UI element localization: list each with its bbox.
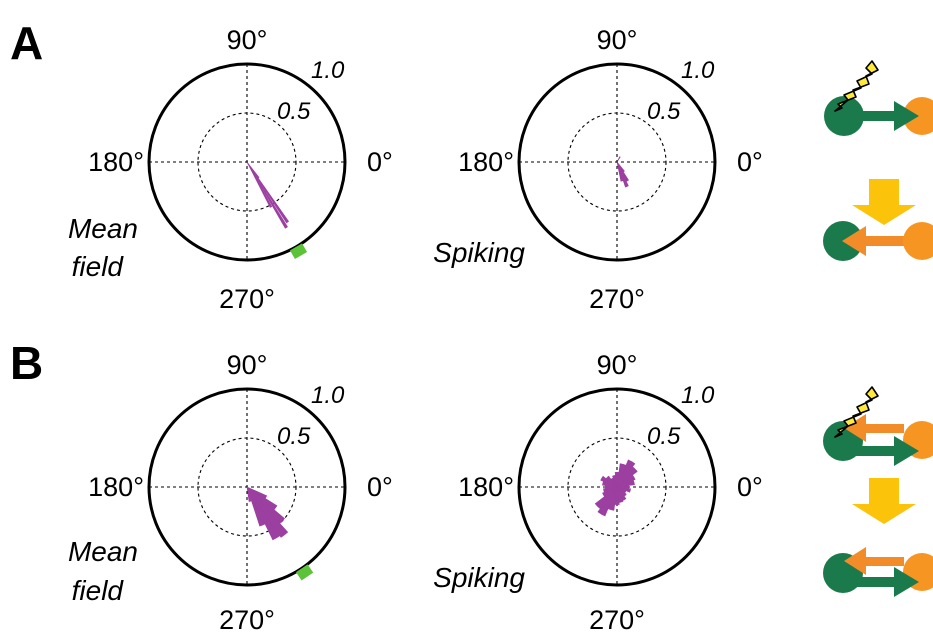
- schematic-b-step-2: [823, 547, 933, 597]
- schematic-b-step-1: [823, 386, 933, 466]
- ring-label-outer: 1.0: [311, 57, 345, 84]
- angle-label-0: 0°: [737, 147, 763, 177]
- rose-bin-17: [607, 486, 618, 511]
- angle-label-0: 0°: [737, 472, 763, 502]
- schematic-a-step-2: [823, 221, 933, 261]
- angle-label-270: 270°: [219, 284, 275, 314]
- rose-bin-16: [597, 486, 618, 517]
- arrow-head-right: [894, 436, 919, 466]
- rose-histogram: [246, 486, 289, 541]
- rose-histogram: [246, 161, 290, 229]
- caption-line-1: Mean: [68, 536, 138, 567]
- transition-arrow-down-icon: [852, 478, 916, 524]
- arrow-shaft-left: [862, 236, 904, 246]
- green-neuron: [824, 96, 864, 136]
- rose-bin-11: [602, 480, 618, 488]
- panel-letter-a: A: [10, 17, 44, 69]
- caption-line-1: Spiking: [433, 237, 525, 268]
- angle-label-270: 270°: [589, 284, 645, 314]
- angle-label-270: 270°: [219, 605, 275, 635]
- polar-plot-b-spiking: 90° 180° 0° 270° 1.0 0.5 Spiking: [433, 350, 763, 635]
- angle-label-180: 180°: [88, 472, 144, 502]
- rose-bin-4: [616, 161, 625, 173]
- ring-label-inner: 0.5: [647, 423, 681, 450]
- panel-letter-b: B: [10, 337, 44, 389]
- schematic-a-step-1: [824, 60, 933, 136]
- schematic-b: [823, 386, 933, 597]
- polar-plot-a-spiking: 90° 180° 0° 270° 1.0 0.5 Spiking: [433, 25, 763, 314]
- angle-label-180: 180°: [88, 147, 144, 177]
- rose-bin-4: [246, 486, 285, 524]
- rose-bin-4: [246, 161, 260, 179]
- arrow-head-left: [844, 547, 866, 575]
- caption-line-2: field: [72, 251, 125, 282]
- rose-bin-5: [246, 486, 278, 511]
- lightning-bolt-icon: [834, 386, 879, 438]
- caption-line-1: Mean: [68, 213, 138, 244]
- preferred-phase-marker: [289, 243, 308, 260]
- ring-label-inner: 0.5: [277, 98, 311, 125]
- angle-label-180: 180°: [458, 472, 514, 502]
- angle-label-0: 0°: [367, 472, 393, 502]
- rose-bin-0: [616, 156, 621, 163]
- preferred-phase-marker: [296, 564, 314, 581]
- schematic-a: [823, 60, 933, 261]
- caption-line-2: field: [72, 575, 125, 606]
- angle-label-90: 90°: [597, 25, 638, 55]
- ring-label-outer: 1.0: [681, 382, 715, 409]
- arrow-head-right: [894, 101, 919, 131]
- rose-bin-23: [616, 486, 631, 493]
- lightning-bolt-icon: [834, 60, 879, 112]
- rose-bin-21: [616, 486, 627, 497]
- arrow-shaft-right: [848, 111, 896, 121]
- arrow-head-left: [844, 414, 866, 442]
- arrow-shaft-left: [862, 424, 904, 433]
- caption-line-1: Spiking: [433, 562, 525, 593]
- ring-label-inner: 0.5: [277, 423, 311, 450]
- rose-bin-10: [600, 475, 618, 488]
- rose-bin-2: [246, 161, 288, 229]
- rose-bin-4: [616, 459, 636, 488]
- ring-label-outer: 1.0: [311, 382, 345, 409]
- rose-bin-3: [246, 161, 290, 224]
- angle-label-180: 180°: [458, 147, 514, 177]
- angle-label-270: 270°: [589, 605, 645, 635]
- polar-plot-b-mean: 90° 180° 0° 270° 1.0 0.5 Mean field: [68, 350, 393, 635]
- arrow-head-right: [894, 567, 919, 597]
- angle-label-90: 90°: [597, 350, 638, 380]
- angle-label-90: 90°: [227, 25, 268, 55]
- polar-plot-a-mean: 90° 180° 0° 270° 1.0 0.5 Mean field: [68, 25, 393, 314]
- angle-label-0: 0°: [367, 147, 393, 177]
- ring-label-inner: 0.5: [647, 98, 681, 125]
- rose-histogram: [616, 156, 629, 188]
- rose-bin-5: [616, 463, 627, 488]
- orange-neuron: [903, 222, 933, 260]
- rose-bin-18: [614, 486, 620, 505]
- angle-label-90: 90°: [227, 350, 268, 380]
- arrow-shaft-left: [862, 557, 904, 566]
- arrow-head-left: [842, 226, 866, 256]
- arrow-shaft-right: [848, 446, 896, 456]
- arrow-shaft-right: [848, 577, 896, 587]
- rose-bin-6: [614, 472, 620, 488]
- rose-bin-3: [246, 486, 289, 538]
- rose-histogram: [594, 459, 638, 517]
- ring-label-outer: 1.0: [681, 57, 715, 84]
- rose-bin-1: [246, 161, 273, 208]
- rose-bin-6: [246, 486, 268, 499]
- transition-arrow-down-icon: [852, 179, 916, 225]
